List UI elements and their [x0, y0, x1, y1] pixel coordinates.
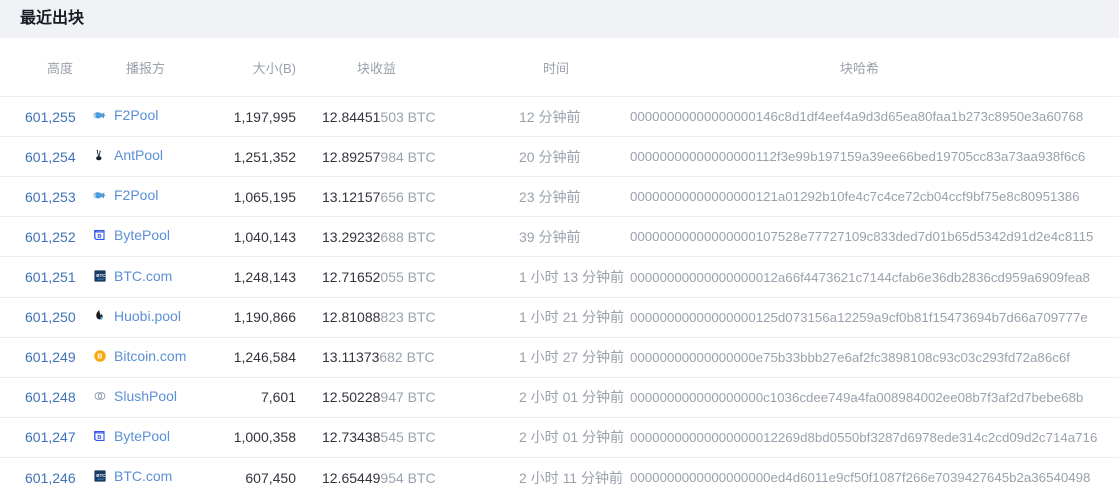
svg-text:B: B — [97, 234, 101, 240]
svg-text:.com: .com — [97, 477, 104, 481]
svg-text:B: B — [97, 351, 102, 360]
svg-text:.com: .com — [97, 276, 104, 280]
svg-text:B: B — [97, 435, 101, 441]
